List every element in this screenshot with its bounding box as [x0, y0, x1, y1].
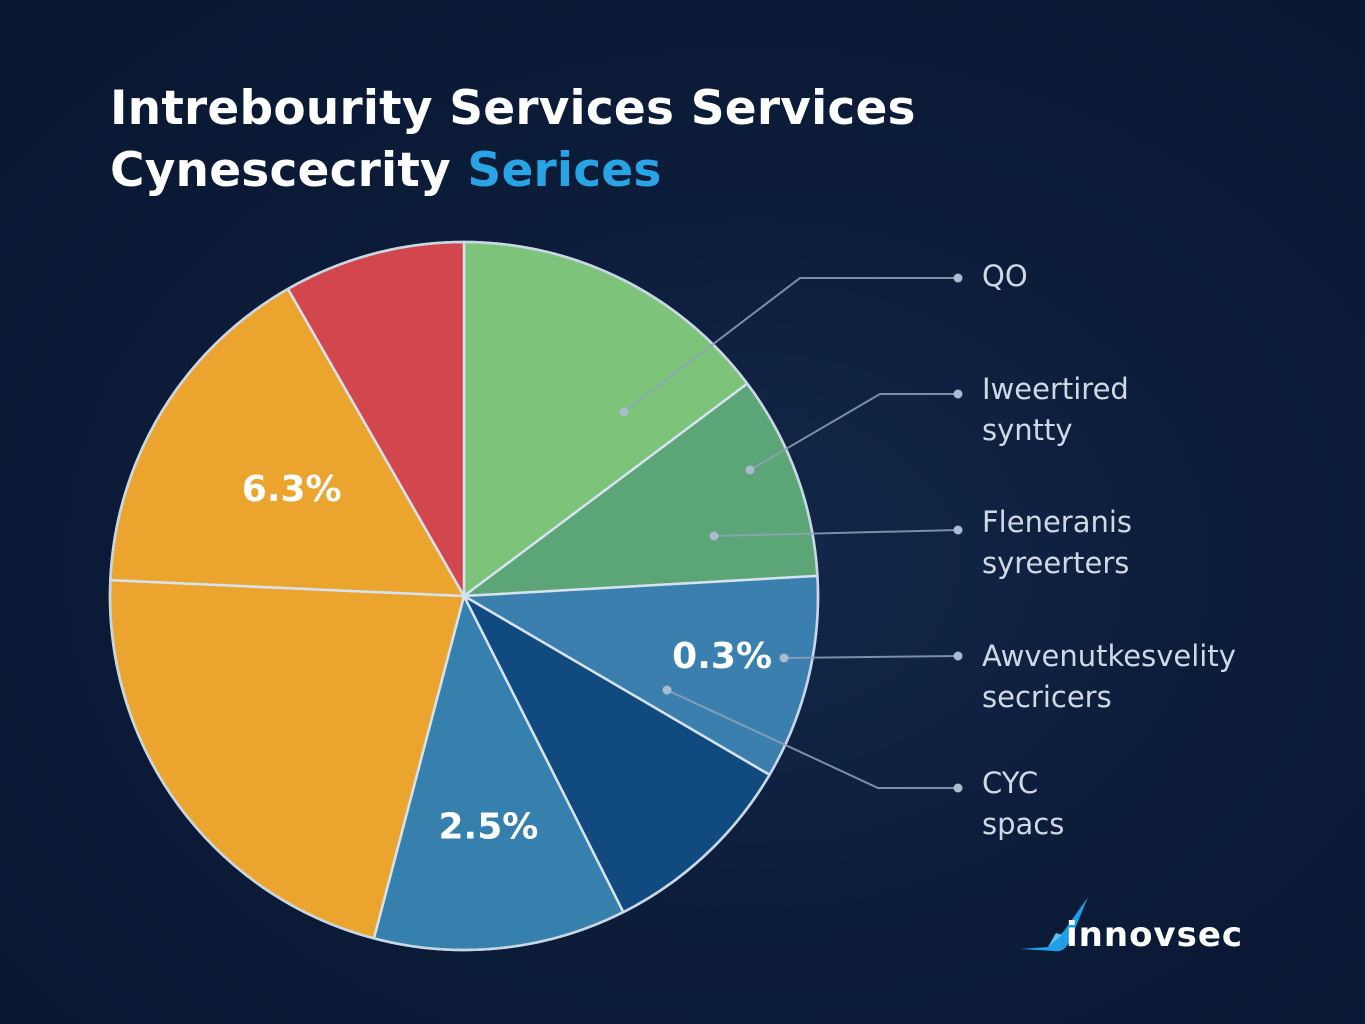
title-line-2-accent: Serices [467, 143, 662, 198]
legend-item-cyc-line-2: spacs [982, 807, 1065, 841]
leader-line-4 [783, 655, 959, 659]
checkmark-swoosh-icon [1020, 897, 1088, 952]
legend-item-fleneranis-line-2: syreerters [982, 546, 1130, 580]
leader-lines [619, 273, 963, 793]
leader-line-5 [666, 689, 958, 789]
chart-title: Intrebourity Services Services Cynescecr… [110, 78, 916, 202]
leader-line-2 [749, 393, 958, 471]
legend-item-cyc-line-1: CYC [982, 766, 1039, 800]
data-label-light-blue: 0.3% [672, 636, 772, 677]
title-line-1: Intrebourity Services Services [110, 81, 916, 136]
leader-dot-5-end [953, 783, 963, 793]
legend-item-iweertired-line-2: syntty [982, 413, 1073, 447]
legend-item-cyc: CYC spacs [982, 763, 1064, 845]
legend-item-awvenutkesvelity-line-2: secricers [982, 680, 1112, 714]
leader-dot-1-start [619, 407, 629, 417]
legend-item-awvenutkesvelity-line-1: Awvenutkesvelity [982, 639, 1236, 673]
leader-dot-1-end [953, 273, 963, 283]
pie-slices [108, 240, 820, 952]
legend-item-fleneranis: Fleneranis syreerters [982, 502, 1132, 584]
legend-item-fleneranis-line-1: Fleneranis [982, 505, 1133, 539]
legend-item-iweertired-line-1: Iweertired [982, 372, 1129, 406]
leader-dot-3-start [709, 531, 719, 541]
leader-dot-4-start [779, 653, 789, 663]
leader-dot-2-end [953, 389, 963, 399]
leader-dot-5-start [662, 685, 672, 695]
data-label-yellow-upper: 6.3% [242, 469, 342, 510]
pie-outline [108, 240, 820, 952]
legend-item-qo: QO [982, 256, 1028, 297]
data-labels: 6.3% 0.3% 2.5% [242, 469, 772, 847]
logo-text: innovsec [1066, 915, 1244, 955]
leader-dot-2-start [745, 465, 755, 475]
legend-item-iweertired: Iweertired syntty [982, 369, 1129, 451]
legend-item-awvenutkesvelity: Awvenutkesvelity secricers [982, 636, 1236, 718]
title-line-2: Cynescecrity [110, 143, 451, 198]
leader-dot-3-end [953, 525, 963, 535]
data-label-mid-blue: 2.5% [438, 806, 538, 847]
legend-item-qo-line-1: QO [982, 259, 1028, 293]
leader-line-1 [623, 277, 958, 413]
leader-dot-4-end [953, 651, 963, 661]
innovsec-logo: innovsec [1018, 895, 1288, 965]
leader-line-3 [713, 529, 959, 537]
